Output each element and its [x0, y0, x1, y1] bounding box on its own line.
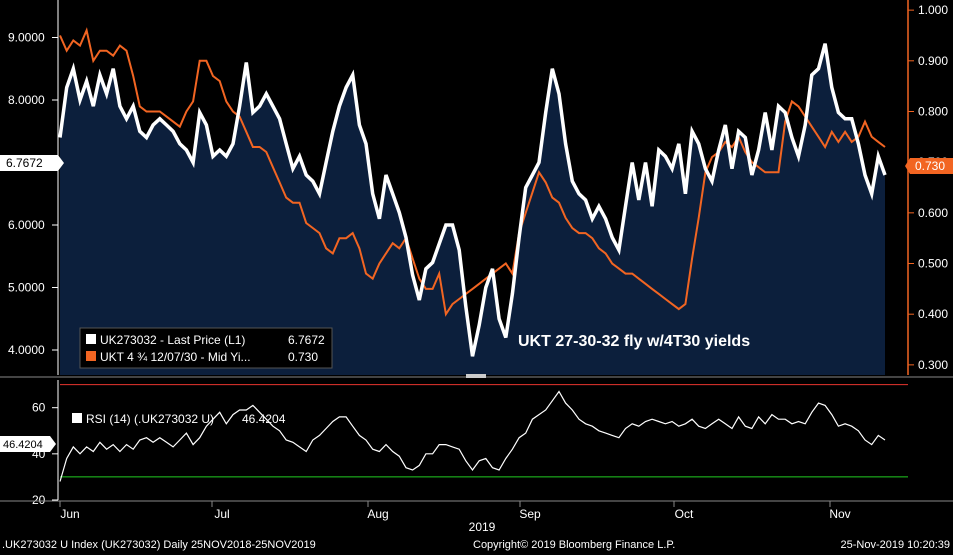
right-current-badge: 0.730 [905, 158, 953, 174]
right-tick-label: 0.500 [918, 257, 948, 271]
legend-label-fly: UK273032 - Last Price (L1) [100, 333, 245, 347]
series-area-fill [60, 43, 885, 375]
x-tick-label: Sep [519, 507, 541, 521]
right-tick-label: 0.900 [918, 54, 948, 68]
left-tick-label: 6.0000 [8, 218, 45, 232]
right-tick-label: 1.000 [918, 3, 948, 17]
series-line-fly-price [58, 43, 887, 357]
right-tick-label: 0.800 [918, 104, 948, 118]
legend-value-rsi: 46.4204 [242, 412, 286, 426]
x-axis-year: 2019 [469, 520, 496, 534]
rsi-current-badge: 46.4204 [0, 436, 56, 452]
left-tick-label: 5.0000 [8, 281, 45, 295]
series-line-rsi [59, 390, 886, 482]
footer-copyright: Copyright© 2019 Bloomberg Finance L.P. [473, 539, 676, 551]
footer-timestamp: 25-Nov-2019 10:20:39 [840, 539, 950, 551]
right-tick-label: 0.600 [918, 206, 948, 220]
chart-annotation: UKT 27-30-32 fly w/4T30 yields [518, 333, 750, 350]
left-current-value: 6.7672 [6, 156, 43, 170]
rsi-tick-label: 60 [32, 401, 46, 415]
x-tick-label: Nov [829, 507, 850, 521]
rsi-tick-label: 20 [32, 493, 46, 507]
legend-swatch-fly [86, 334, 96, 344]
right-tick-label: 0.300 [918, 358, 948, 372]
footer-bar: .UK273032 U Index (UK273032) Daily 25NOV… [0, 536, 953, 555]
left-tick-label: 9.0000 [8, 31, 45, 45]
left-tick-label: 8.0000 [8, 93, 45, 107]
x-axis: Jun Jul Aug Sep Oct Nov [59, 501, 851, 521]
rsi-current-value: 46.4204 [3, 439, 43, 451]
x-tick-label: Jun [60, 507, 79, 521]
legend-swatch-yield [86, 351, 96, 361]
footer-index-info: .UK273032 U Index (UK273032) Daily 25NOV… [2, 539, 316, 551]
x-tick-label: Jul [214, 507, 229, 521]
panel-resize-handle[interactable] [466, 374, 486, 378]
x-tick-label: Oct [675, 507, 694, 521]
legend-label-yield: UKT 4 ¾ 12/07/30 - Mid Yi... [100, 350, 251, 364]
legend-value-yield: 0.730 [288, 350, 318, 364]
rsi-legend: RSI (14) (.UK273032 U) 46.4204 [72, 412, 286, 426]
legend-value-fly: 6.7672 [288, 333, 325, 347]
left-tick-label: 4.0000 [8, 343, 45, 357]
x-tick-label: Aug [367, 507, 388, 521]
main-legend: UK273032 - Last Price (L1) 6.7672 UKT 4 … [79, 327, 333, 369]
legend-label-rsi: RSI (14) (.UK273032 U) [86, 412, 214, 426]
left-current-badge: 6.7672 [0, 155, 64, 171]
right-current-value: 0.730 [915, 159, 945, 173]
right-tick-label: 0.400 [918, 307, 948, 321]
legend-swatch-rsi [72, 413, 82, 423]
